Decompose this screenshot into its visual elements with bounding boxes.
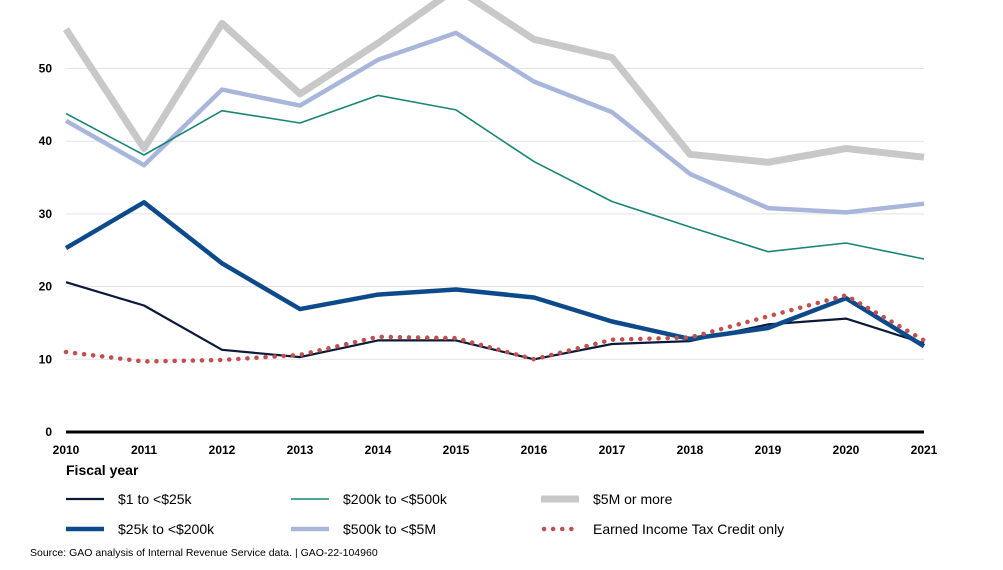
legend-item: $500k to <$5M bbox=[291, 520, 436, 538]
legend-item: $5M or more bbox=[541, 490, 672, 508]
legend-swatch bbox=[291, 498, 329, 500]
legend-swatch bbox=[541, 526, 579, 532]
x-tick-label: 2012 bbox=[209, 443, 236, 457]
y-tick-label: 40 bbox=[39, 134, 53, 148]
x-tick-label: 2015 bbox=[443, 443, 470, 457]
line-chart: 0102030405060% 2010201120122013201420152… bbox=[28, 0, 938, 457]
legend-label: $5M or more bbox=[593, 491, 673, 507]
series-lines bbox=[63, 0, 927, 364]
legend-item: $25k to <$200k bbox=[66, 520, 214, 538]
y-tick-label: 50 bbox=[39, 62, 53, 76]
x-tick-label: 2013 bbox=[287, 443, 314, 457]
y-tick-label: 60% bbox=[28, 0, 52, 3]
x-tick-label: 2021 bbox=[911, 443, 938, 457]
series-line bbox=[63, 0, 925, 166]
x-tick-label: 2018 bbox=[677, 443, 704, 457]
legend-label: $500k to <$5M bbox=[343, 521, 437, 537]
y-tick-label: 10 bbox=[39, 352, 53, 366]
x-axis-title: Fiscal year bbox=[66, 462, 139, 478]
y-axis: 0 10 20 30 40 50 60% bbox=[28, 0, 52, 439]
y-tick-label: 30 bbox=[39, 207, 53, 221]
y-tick-label: 0 bbox=[45, 425, 52, 439]
x-tick-label: 2017 bbox=[599, 443, 626, 457]
series-line bbox=[65, 94, 925, 260]
series-line bbox=[63, 293, 927, 364]
legend-label: $200k to <$500k bbox=[343, 491, 447, 507]
legend-swatch bbox=[541, 495, 579, 503]
x-tick-label: 2016 bbox=[521, 443, 548, 457]
series-line bbox=[64, 30, 925, 215]
x-tick-label: 2020 bbox=[833, 443, 860, 457]
legend-item: $1 to <$25k bbox=[66, 490, 192, 508]
legend-label: $25k to <$200k bbox=[118, 521, 215, 537]
legend-item: Earned Income Tax Credit only bbox=[541, 520, 784, 538]
x-tick-label: 2014 bbox=[365, 443, 392, 457]
x-tick-label: 2011 bbox=[131, 443, 157, 457]
legend-label: Earned Income Tax Credit only bbox=[593, 521, 785, 537]
legend-swatch bbox=[66, 526, 104, 532]
legend-label: $1 to <$25k bbox=[118, 491, 192, 507]
x-tick-label: 2019 bbox=[755, 443, 782, 457]
gridlines bbox=[66, 68, 924, 360]
x-axis: 2010 2011 2012 2013 2014 2015 2016 2017 2018 2019… bbox=[53, 430, 938, 457]
legend-swatch bbox=[66, 497, 104, 501]
legend-swatch bbox=[291, 526, 329, 532]
x-tick-label: 2010 bbox=[53, 443, 80, 457]
source-note: Source: GAO analysis of Internal Revenue… bbox=[30, 547, 378, 559]
legend-item: $200k to <$500k bbox=[291, 490, 447, 508]
series-line bbox=[64, 200, 926, 349]
y-tick-label: 20 bbox=[39, 280, 53, 294]
